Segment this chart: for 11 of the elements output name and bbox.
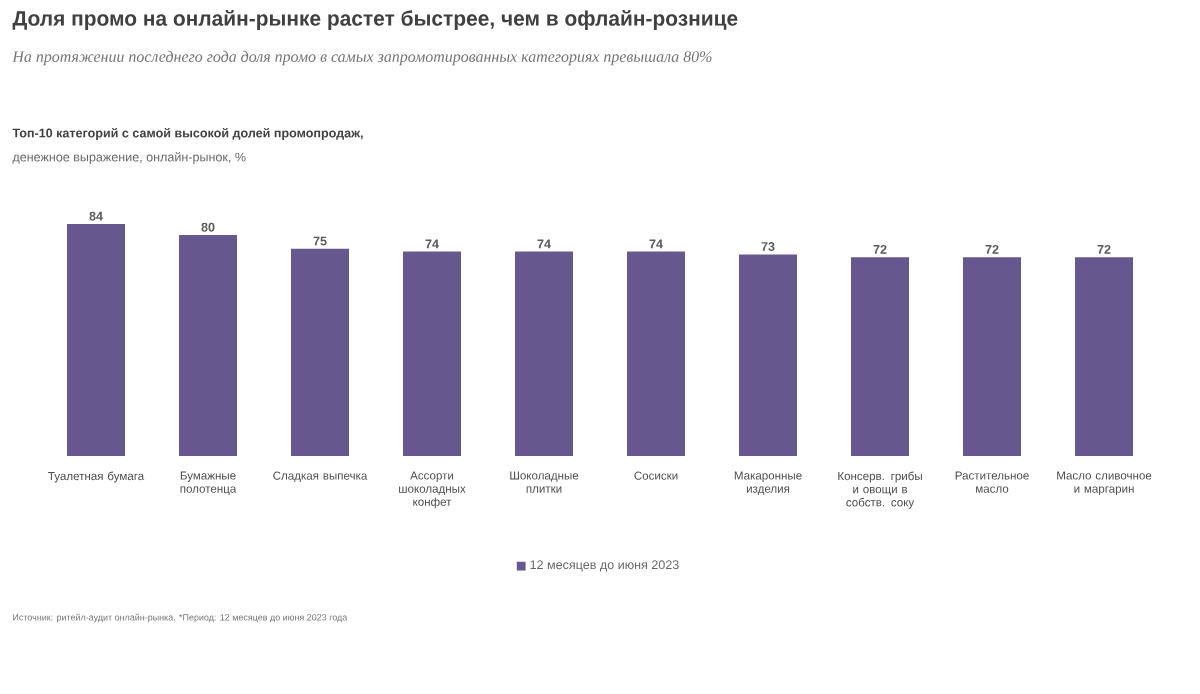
bar [515, 251, 574, 456]
bar [963, 257, 1022, 456]
chart-title: Доля промо на онлайн-рынке растет быстрее, чем в офлайн-рознице [12, 10, 738, 30]
bar [1075, 257, 1134, 456]
bar [291, 248, 350, 456]
bar [739, 254, 798, 456]
bar [179, 235, 237, 456]
bar [627, 251, 686, 456]
bar [851, 257, 910, 456]
bar [67, 224, 125, 456]
bar [403, 251, 462, 456]
